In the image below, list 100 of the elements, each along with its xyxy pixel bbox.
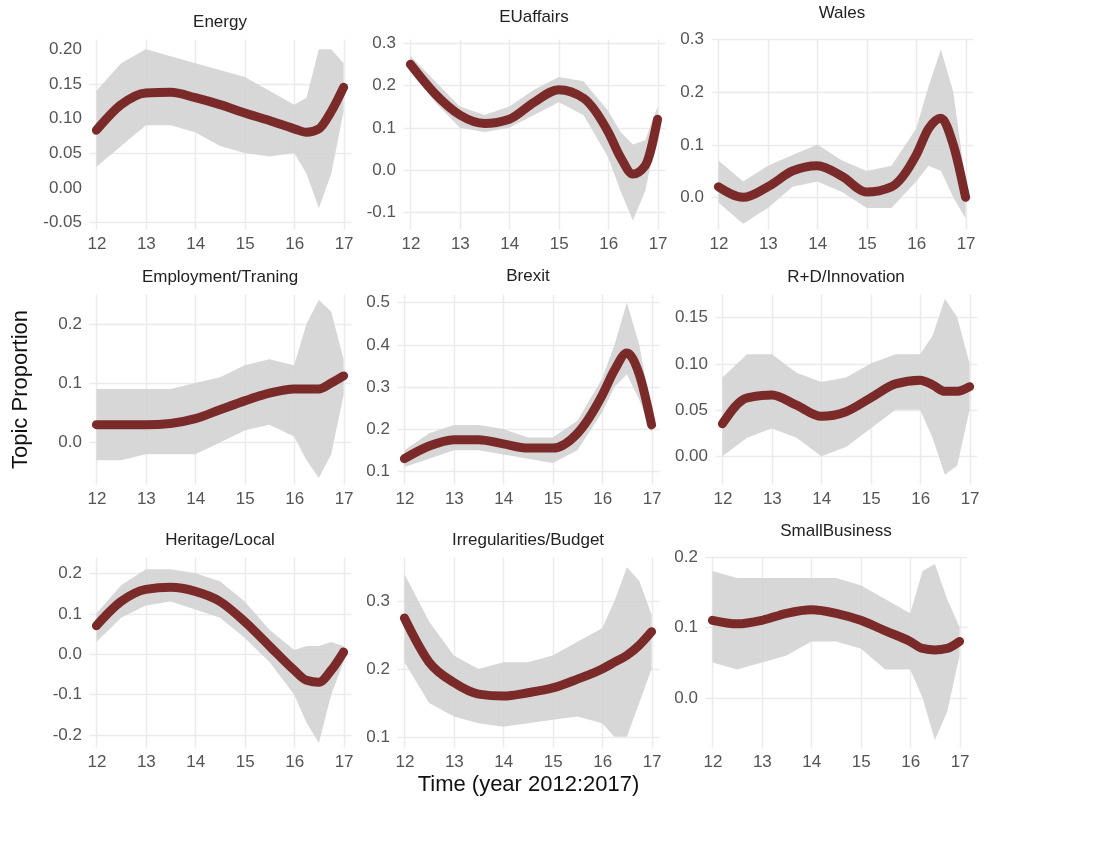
y-tick-label: 0.1: [366, 461, 390, 481]
y-tick-label: 0.2: [680, 81, 704, 101]
x-tick-label: 16: [285, 233, 305, 253]
x-tick-label: 14: [186, 751, 206, 771]
x-tick-label: 12: [703, 751, 723, 771]
y-tick-label: 0.2: [372, 75, 396, 95]
y-tick-label: 0.3: [366, 591, 390, 611]
y-tick-label: 0.0: [674, 687, 698, 707]
x-tick-label: 13: [136, 233, 156, 253]
x-tick-label: 13: [444, 751, 464, 771]
x-tick-label: 14: [808, 233, 828, 253]
x-tick-label: 17: [334, 751, 354, 771]
x-tick-label: 15: [857, 233, 877, 253]
x-tick-label: 12: [87, 233, 107, 253]
x-tick-label: 13: [136, 488, 156, 508]
y-tick-label: 0.1: [58, 603, 82, 623]
x-tick-label: 17: [334, 488, 354, 508]
x-tick-label: 15: [235, 751, 255, 771]
x-tick-label: 17: [642, 488, 662, 508]
x-tick-label: 12: [395, 751, 415, 771]
chart-title: EUaffairs: [499, 7, 569, 27]
x-tick-label: 15: [235, 488, 255, 508]
chart-title: Brexit: [506, 266, 550, 286]
x-tick-label: 14: [812, 488, 832, 508]
x-tick-label: 14: [500, 233, 520, 253]
x-tick-label: 17: [956, 233, 976, 253]
x-tick-label: 12: [709, 233, 729, 253]
x-tick-label: 12: [395, 488, 415, 508]
y-tick-label: 0.2: [58, 563, 82, 583]
y-tick-label: 0.1: [366, 726, 390, 746]
x-tick-label: 15: [549, 233, 569, 253]
x-tick-label: 12: [87, 488, 107, 508]
y-tick-label: 0.2: [366, 419, 390, 439]
x-tick-label: 16: [599, 233, 619, 253]
y-axis-title: Topic Proportion: [6, 310, 32, 469]
x-tick-label: 14: [494, 751, 514, 771]
y-tick-label: 0.15: [674, 307, 708, 327]
x-tick-label: 17: [950, 751, 970, 771]
x-tick-label: 15: [235, 233, 255, 253]
x-tick-label: 14: [802, 751, 822, 771]
x-tick-label: 17: [960, 488, 980, 508]
x-axis-title: Time (year 2012:2017): [417, 770, 640, 796]
y-tick-label: 0.1: [372, 117, 396, 137]
y-tick-label: 0.4: [366, 334, 390, 354]
x-tick-label: 16: [285, 488, 305, 508]
y-tick-label: 0.00: [48, 177, 82, 197]
x-tick-label: 17: [334, 233, 354, 253]
y-tick-label: 0.15: [48, 73, 82, 93]
x-tick-label: 16: [907, 233, 927, 253]
y-tick-label: 0.0: [58, 432, 82, 452]
x-tick-label: 14: [186, 233, 206, 253]
chart-title: Energy: [193, 12, 248, 31]
x-tick-label: 15: [543, 751, 563, 771]
chart-title: SmallBusiness: [780, 521, 892, 540]
y-tick-label: 0.05: [48, 143, 82, 162]
y-tick-label: 0.3: [680, 29, 704, 48]
x-tick-label: 17: [642, 751, 662, 771]
chart-title: Heritage/Local: [165, 530, 275, 549]
x-tick-label: 16: [593, 751, 613, 771]
y-tick-label: 0.5: [366, 292, 390, 312]
chart-title: R+D/Innovation: [787, 267, 905, 286]
x-tick-label: 15: [543, 488, 563, 508]
x-tick-label: 13: [450, 233, 470, 253]
y-tick-label: -0.2: [52, 724, 82, 744]
y-tick-label: 0.05: [674, 399, 708, 419]
x-tick-label: 14: [494, 488, 514, 508]
y-tick-label: 0.1: [58, 373, 82, 393]
chart-title: Irregularities/Budget: [451, 530, 605, 549]
y-tick-label: -0.1: [366, 202, 396, 222]
chart-title: Employment/Traning: [141, 267, 299, 286]
x-tick-label: 13: [752, 751, 772, 771]
x-tick-label: 12: [87, 751, 107, 771]
x-tick-label: 12: [713, 488, 733, 508]
chart-title: Wales: [818, 3, 866, 22]
y-tick-label: 0.0: [680, 187, 704, 207]
x-tick-label: 16: [901, 751, 921, 771]
x-tick-label: 16: [285, 751, 305, 771]
y-tick-label: 0.3: [366, 376, 390, 396]
x-tick-label: 16: [911, 488, 931, 508]
x-tick-label: 17: [648, 233, 668, 253]
y-tick-label: 0.20: [48, 39, 82, 59]
y-tick-label: 0.0: [372, 159, 396, 179]
x-tick-label: 13: [758, 233, 778, 253]
y-tick-label: -0.05: [43, 212, 82, 232]
y-tick-label: 0.00: [674, 446, 708, 466]
x-tick-label: 12: [401, 233, 421, 253]
y-tick-label: 0.10: [48, 108, 82, 128]
y-tick-label: 0.2: [366, 658, 390, 678]
y-tick-label: 0.2: [674, 547, 698, 566]
x-tick-label: 15: [861, 488, 881, 508]
x-tick-label: 13: [136, 751, 156, 771]
x-tick-label: 14: [186, 488, 206, 508]
y-tick-label: 0.0: [58, 644, 82, 664]
x-tick-label: 16: [593, 488, 613, 508]
y-tick-label: -0.1: [52, 684, 82, 704]
x-tick-label: 13: [444, 488, 464, 508]
x-tick-label: 13: [762, 488, 782, 508]
y-tick-label: 0.1: [680, 134, 704, 154]
y-tick-label: 0.2: [58, 313, 82, 333]
y-tick-label: 0.10: [674, 353, 708, 373]
